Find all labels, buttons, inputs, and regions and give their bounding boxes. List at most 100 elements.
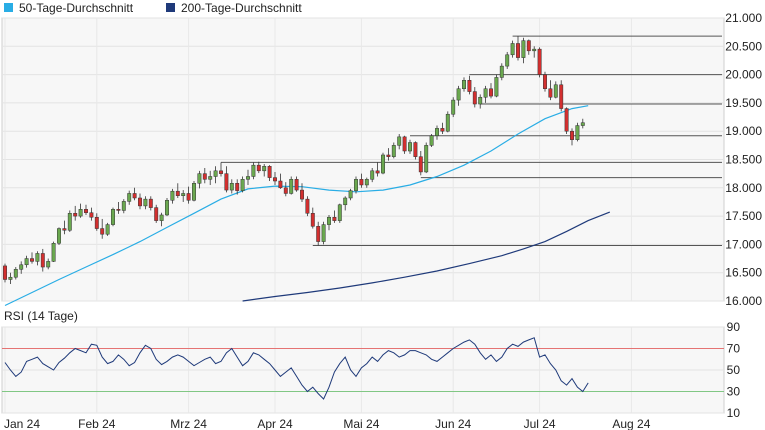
candle-body bbox=[564, 108, 569, 132]
candle bbox=[505, 51, 510, 69]
candle-body bbox=[240, 179, 245, 191]
candle bbox=[13, 267, 18, 280]
candle-body bbox=[343, 197, 348, 206]
candle-body bbox=[175, 190, 180, 196]
price-y-tick-label: 21.000 bbox=[725, 11, 762, 25]
candle-body bbox=[543, 74, 547, 89]
candle bbox=[321, 221, 326, 245]
candle bbox=[435, 125, 439, 140]
candle bbox=[100, 218, 105, 239]
candle-body bbox=[553, 84, 558, 98]
x-tick-label: Feb 24 bbox=[78, 417, 116, 430]
candle-body bbox=[451, 99, 456, 115]
price-y-tick-label: 19.500 bbox=[725, 96, 762, 110]
candle-body bbox=[289, 179, 294, 194]
candle bbox=[532, 46, 537, 58]
candle-body bbox=[100, 228, 105, 235]
candle-body bbox=[440, 128, 445, 132]
candle bbox=[510, 40, 515, 58]
candle-body bbox=[51, 243, 56, 262]
candle bbox=[516, 36, 520, 61]
candle-body bbox=[62, 228, 67, 231]
candle-body bbox=[121, 201, 126, 211]
candle bbox=[375, 162, 380, 177]
candle-body bbox=[375, 170, 380, 174]
candle-body bbox=[381, 154, 385, 174]
candle-body bbox=[3, 265, 7, 280]
x-tick-label: Mai 24 bbox=[343, 417, 379, 430]
candle-body bbox=[537, 48, 542, 75]
candle-body bbox=[273, 177, 277, 182]
candle bbox=[186, 186, 191, 204]
candle bbox=[489, 83, 493, 99]
candle-body bbox=[24, 258, 29, 266]
candle bbox=[159, 212, 164, 227]
candle bbox=[354, 176, 358, 194]
candle bbox=[327, 214, 331, 231]
candle bbox=[370, 167, 375, 183]
candle bbox=[73, 205, 78, 221]
sma200-path bbox=[242, 211, 611, 302]
price-y-tick-label: 19.000 bbox=[725, 124, 762, 138]
candle bbox=[148, 196, 153, 211]
x-tick-label: Mrz 24 bbox=[170, 417, 207, 430]
candle bbox=[224, 166, 229, 193]
candle bbox=[343, 196, 348, 211]
candle-body bbox=[462, 80, 466, 90]
candle bbox=[559, 80, 564, 112]
candle bbox=[229, 179, 234, 194]
legend-swatch-sma50 bbox=[4, 3, 13, 12]
candle-body bbox=[67, 213, 72, 231]
candle-body bbox=[213, 170, 218, 177]
candle bbox=[537, 47, 542, 78]
candle bbox=[19, 261, 24, 274]
candle-body bbox=[132, 193, 137, 199]
candle bbox=[348, 188, 353, 201]
candle bbox=[472, 87, 477, 108]
candle bbox=[40, 248, 45, 272]
candle bbox=[213, 166, 218, 184]
candle bbox=[219, 162, 223, 177]
candle-body bbox=[267, 166, 272, 178]
candle-body bbox=[116, 209, 121, 211]
price-y-tick-label: 18.000 bbox=[725, 181, 762, 195]
candle-body bbox=[300, 189, 304, 200]
candle bbox=[165, 197, 169, 217]
candle bbox=[240, 176, 245, 193]
candle-body bbox=[445, 113, 450, 132]
candle bbox=[499, 63, 504, 81]
candle-body bbox=[494, 77, 499, 97]
candle bbox=[424, 142, 429, 174]
candle bbox=[526, 39, 531, 55]
candle bbox=[548, 80, 553, 101]
candle bbox=[246, 169, 250, 185]
price-grid bbox=[2, 17, 724, 302]
price-y-tick-label: 17.000 bbox=[725, 237, 762, 251]
candle bbox=[154, 204, 159, 223]
candle-body bbox=[575, 125, 580, 140]
sma200-line bbox=[242, 211, 611, 302]
legend-label-sma200: 200-Tage-Durchschnitt bbox=[181, 1, 302, 15]
candle bbox=[51, 241, 56, 262]
candle-body bbox=[505, 54, 510, 67]
candle-body bbox=[424, 145, 429, 173]
rsi-y-tick-label: 50 bbox=[727, 363, 741, 377]
candle-body bbox=[202, 173, 207, 180]
candle-body bbox=[181, 193, 186, 196]
candle bbox=[121, 199, 126, 214]
candle-body bbox=[8, 276, 13, 280]
horizontal-levels bbox=[221, 35, 722, 247]
candle-body bbox=[278, 180, 283, 189]
candle bbox=[462, 77, 466, 92]
candle bbox=[397, 134, 402, 150]
rsi-title: RSI (14 Tage) bbox=[4, 309, 78, 323]
candle bbox=[138, 193, 142, 210]
candle bbox=[418, 151, 423, 176]
x-tick-label: Jul 24 bbox=[524, 417, 556, 430]
candle bbox=[391, 142, 396, 159]
candle bbox=[197, 170, 202, 189]
candle bbox=[46, 258, 51, 270]
candle-body bbox=[170, 190, 175, 201]
candle-body bbox=[467, 80, 472, 92]
